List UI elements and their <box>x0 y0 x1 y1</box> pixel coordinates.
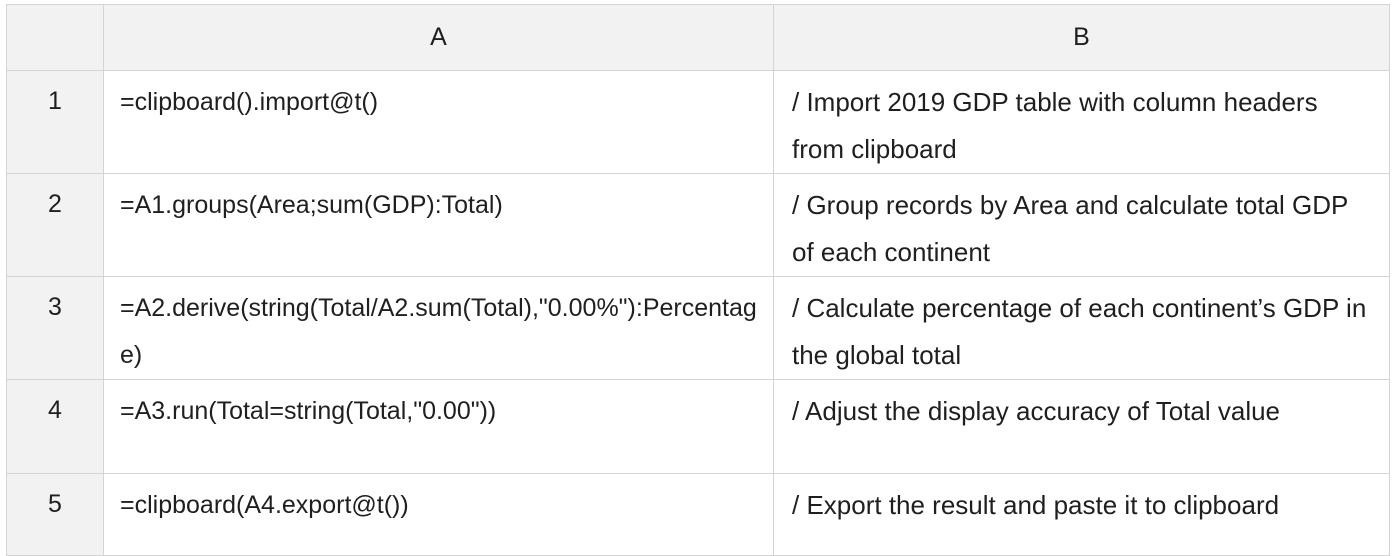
row-header[interactable]: 2 <box>6 173 104 277</box>
row-header[interactable]: 4 <box>6 379 104 474</box>
cell-a1[interactable]: =clipboard().import@t() <box>103 70 774 174</box>
table-row: 5 =clipboard(A4.export@t()) / Export the… <box>6 473 1390 556</box>
spreadsheet-grid: A B 1 =clipboard().import@t() / Import 2… <box>6 4 1394 556</box>
cell-b2[interactable]: / Group records by Area and calculate to… <box>773 173 1390 277</box>
row-header[interactable]: 3 <box>6 276 104 380</box>
cell-a3[interactable]: =A2.derive(string(Total/A2.sum(Total),"0… <box>103 276 774 380</box>
cell-a5[interactable]: =clipboard(A4.export@t()) <box>103 473 774 556</box>
table-row: 4 =A3.run(Total=string(Total,"0.00")) / … <box>6 379 1390 474</box>
row-header[interactable]: 1 <box>6 70 104 174</box>
column-header-a[interactable]: A <box>103 4 774 71</box>
column-header-row: A B <box>6 4 1390 71</box>
cell-b5[interactable]: / Export the result and paste it to clip… <box>773 473 1390 556</box>
cell-b4[interactable]: / Adjust the display accuracy of Total v… <box>773 379 1390 474</box>
cell-a4[interactable]: =A3.run(Total=string(Total,"0.00")) <box>103 379 774 474</box>
table-row: 2 =A1.groups(Area;sum(GDP):Total) / Grou… <box>6 173 1390 277</box>
cell-table: A B 1 =clipboard().import@t() / Import 2… <box>6 4 1390 556</box>
corner-cell[interactable] <box>6 4 104 71</box>
table-row: 3 =A2.derive(string(Total/A2.sum(Total),… <box>6 276 1390 380</box>
row-header[interactable]: 5 <box>6 473 104 556</box>
cell-b1[interactable]: / Import 2019 GDP table with column head… <box>773 70 1390 174</box>
table-row: 1 =clipboard().import@t() / Import 2019 … <box>6 70 1390 174</box>
cell-a2[interactable]: =A1.groups(Area;sum(GDP):Total) <box>103 173 774 277</box>
cell-b3[interactable]: / Calculate percentage of each continent… <box>773 276 1390 380</box>
column-header-b[interactable]: B <box>773 4 1390 71</box>
